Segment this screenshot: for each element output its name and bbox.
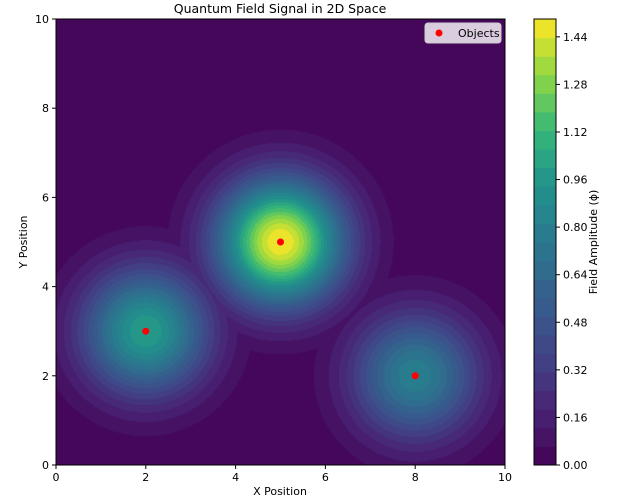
- x-axis-label: X Position: [253, 485, 307, 498]
- colorbar-tick-label: 1.44: [563, 31, 588, 44]
- colorbar-band: [534, 390, 556, 410]
- colorbar-band: [534, 316, 556, 336]
- colorbar-band: [534, 37, 556, 57]
- colorbar-band: [534, 279, 556, 299]
- legend-marker: [435, 29, 443, 37]
- colorbar-tick-label: 0.16: [563, 411, 588, 424]
- y-tick-label: 6: [42, 191, 49, 204]
- colorbar-band: [534, 297, 556, 317]
- colorbar-band: [534, 130, 556, 150]
- colorbar-band: [534, 427, 556, 447]
- colorbar-label: Field Amplitude (ϕ): [587, 190, 600, 295]
- y-tick-label: 4: [42, 281, 49, 294]
- colorbar-band: [534, 260, 556, 280]
- x-tick-label: 4: [232, 471, 239, 484]
- scatter-points: [142, 238, 419, 380]
- colorbar-band: [534, 372, 556, 392]
- colorbar-ticks: 0.00 0.16 0.32 0.48 0.64 0.80 0.96 1.12 1.28 1.44: [556, 31, 588, 472]
- chart-title: Quantum Field Signal in 2D Space: [174, 1, 387, 16]
- x-tick-label: 6: [322, 471, 329, 484]
- colorbar-band: [534, 242, 556, 262]
- x-axis: 0 2 4 6 8 10: [53, 465, 512, 484]
- colorbar-band: [534, 334, 556, 354]
- x-tick-label: 2: [142, 471, 149, 484]
- colorbar-band: [534, 56, 556, 76]
- y-tick-label: 2: [42, 370, 49, 383]
- y-tick-label: 10: [35, 13, 49, 26]
- colorbar-band: [534, 446, 556, 466]
- colorbar-tick-label: 0.48: [563, 316, 588, 329]
- colorbar-tick-label: 0.64: [563, 269, 588, 282]
- colorbar-band: [534, 74, 556, 94]
- colorbar-tick-label: 0.96: [563, 174, 588, 187]
- y-tick-label: 0: [42, 459, 49, 472]
- plot-area: [55, 18, 506, 466]
- colorbar-band: [534, 409, 556, 429]
- colorbar-band: [534, 93, 556, 113]
- colorbar: 0.00 0.16 0.32 0.48 0.64 0.80 0.96 1.12 1.28 1.44…: [533, 18, 600, 472]
- object-point-1: [142, 327, 150, 335]
- colorbar-band: [534, 353, 556, 373]
- colorbar-band: [534, 111, 556, 131]
- legend: Objects: [424, 22, 502, 44]
- colorbar-band: [534, 167, 556, 187]
- x-tick-label: 0: [53, 471, 60, 484]
- colorbar-band: [534, 223, 556, 243]
- colorbar-bands: [534, 19, 556, 466]
- y-axis: 0 2 4 6 8 10: [35, 13, 56, 472]
- legend-box: [424, 22, 502, 44]
- colorbar-tick-label: 1.12: [563, 126, 588, 139]
- colorbar-band: [534, 19, 556, 39]
- colorbar-band: [534, 204, 556, 224]
- y-tick-label: 8: [42, 102, 49, 115]
- legend-entry-objects: Objects: [458, 27, 500, 40]
- colorbar-frame: [533, 18, 557, 466]
- object-point-2: [277, 238, 284, 246]
- colorbar-band: [534, 149, 556, 169]
- object-point-3: [411, 372, 419, 380]
- plot-frame: [55, 18, 506, 466]
- y-axis-label: Y Position: [17, 215, 30, 269]
- colorbar-band: [534, 186, 556, 206]
- x-tick-label: 8: [412, 471, 419, 484]
- colorbar-tick-label: 0.80: [563, 221, 588, 234]
- x-tick-label: 10: [498, 471, 512, 484]
- colorbar-tick-label: 0.32: [563, 364, 588, 377]
- colorbar-tick-label: 1.28: [563, 78, 588, 91]
- colorbar-tick-label: 0.00: [563, 459, 588, 472]
